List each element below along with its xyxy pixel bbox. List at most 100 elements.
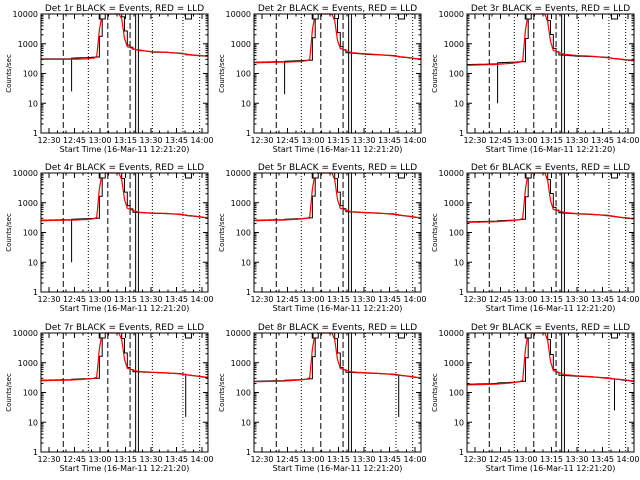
x-tick-label: 13:45 — [378, 295, 401, 304]
x-tick-label: 12:30 — [463, 455, 486, 464]
y-tick-label: 10000 — [226, 329, 251, 338]
y-tick-label: 10000 — [439, 10, 464, 19]
y-tick-label: 10000 — [13, 169, 38, 178]
x-tick-label: 13:45 — [165, 455, 188, 464]
y-tick-label: 10000 — [226, 169, 251, 178]
y-tick-label: 10 — [28, 258, 38, 267]
y-tick-label: 10 — [28, 99, 38, 108]
x-tick-label: 13:00 — [88, 455, 111, 464]
top-marker — [185, 332, 193, 339]
y-tick-label: 1000 — [444, 359, 464, 368]
x-tick-label: 13:00 — [301, 455, 324, 464]
y-axis-label: Counts/sec — [218, 54, 226, 93]
x-tick-label: 12:45 — [489, 295, 512, 304]
x-tick-label: 13:45 — [165, 136, 188, 145]
x-axis-label: Start Time (16-Mar-11 12:21:20) — [486, 464, 616, 473]
top-marker — [398, 13, 406, 20]
y-tick-label: 1 — [459, 288, 464, 297]
top-marker — [611, 172, 619, 179]
panel-7: Det 7r BLACK = Events, RED = LLD 1 10 100 10… — [5, 323, 214, 473]
panel-5: Det 5r BLACK = Events, RED = LLD 1 10 100 10… — [218, 163, 427, 313]
x-tick-label: 13:00 — [514, 295, 537, 304]
x-tick-label: 13:15 — [114, 136, 137, 145]
series-line-lld — [40, 332, 208, 382]
y-tick-label: 1 — [459, 448, 464, 457]
y-tick-label: 10 — [241, 258, 251, 267]
x-tick-label: 13:15 — [540, 455, 563, 464]
y-tick-label: 1 — [246, 288, 251, 297]
y-tick-label: 10 — [454, 258, 464, 267]
panel-3: Det 3r BLACK = Events, RED = LLD 1 10 100 10… — [431, 4, 640, 154]
top-marker — [398, 172, 406, 179]
x-tick-label: 13:15 — [540, 295, 563, 304]
y-tick-label: 1000 — [231, 199, 251, 208]
x-tick-label: 14:00 — [403, 295, 426, 304]
panel-9: Det 9r BLACK = Events, RED = LLD 1 10 100 10… — [431, 323, 640, 473]
x-tick-label: 12:30 — [37, 455, 60, 464]
y-tick-label: 1000 — [231, 359, 251, 368]
series-line-lld — [253, 172, 421, 222]
y-tick-label: 1000 — [18, 40, 38, 49]
y-tick-label: 10000 — [13, 10, 38, 19]
series-line-events — [41, 13, 208, 92]
panel-1: Det 1r BLACK = Events, RED = LLD 1 10 100 10… — [5, 4, 214, 154]
y-tick-label: 100 — [449, 389, 464, 398]
x-tick-label: 13:00 — [88, 295, 111, 304]
x-axis-label: Start Time (16-Mar-11 12:21:20) — [273, 464, 403, 473]
top-marker — [185, 13, 193, 20]
x-axis-label: Start Time (16-Mar-11 12:21:20) — [486, 304, 616, 313]
x-axis-label: Start Time (16-Mar-11 12:21:20) — [273, 304, 403, 313]
x-tick-label: 14:00 — [403, 136, 426, 145]
panel-title: Det 3r BLACK = Events, RED = LLD — [471, 4, 630, 14]
x-tick-label: 13:30 — [565, 295, 588, 304]
x-tick-label: 12:30 — [37, 295, 60, 304]
y-tick-label: 1 — [33, 448, 38, 457]
panel-title: Det 8r BLACK = Events, RED = LLD — [258, 323, 417, 333]
x-tick-label: 12:30 — [37, 136, 60, 145]
y-tick-label: 100 — [236, 229, 251, 238]
x-tick-label: 12:45 — [276, 136, 299, 145]
panel-title: Det 5r BLACK = Events, RED = LLD — [258, 163, 417, 173]
y-axis-label: Counts/sec — [431, 213, 439, 252]
panel-title: Det 9r BLACK = Events, RED = LLD — [471, 323, 630, 333]
x-tick-label: 12:30 — [250, 295, 273, 304]
y-axis-label: Counts/sec — [431, 54, 439, 93]
y-tick-label: 1000 — [231, 40, 251, 49]
x-tick-label: 13:00 — [88, 136, 111, 145]
x-tick-label: 14:00 — [403, 455, 426, 464]
x-tick-label: 12:45 — [63, 455, 86, 464]
y-axis-label: Counts/sec — [5, 213, 13, 252]
y-tick-label: 100 — [236, 389, 251, 398]
series-line-lld — [467, 172, 634, 223]
y-tick-label: 1 — [459, 129, 464, 138]
y-tick-label: 10000 — [13, 329, 38, 338]
y-axis-label: Counts/sec — [5, 54, 13, 93]
x-tick-label: 14:00 — [616, 295, 639, 304]
x-tick-label: 12:45 — [489, 455, 512, 464]
x-tick-label: 13:30 — [139, 455, 162, 464]
x-tick-label: 12:30 — [250, 455, 273, 464]
x-tick-label: 13:30 — [352, 455, 375, 464]
y-tick-label: 10000 — [439, 329, 464, 338]
x-axis-label: Start Time (16-Mar-11 12:21:20) — [60, 464, 190, 473]
panel-2: Det 2r BLACK = Events, RED = LLD 1 10 100 10… — [218, 4, 427, 154]
y-tick-label: 100 — [23, 389, 38, 398]
x-tick-label: 12:30 — [463, 136, 486, 145]
x-tick-label: 12:45 — [276, 455, 299, 464]
x-tick-label: 13:45 — [591, 136, 614, 145]
series-line-lld — [41, 13, 208, 60]
x-tick-label: 14:00 — [616, 455, 639, 464]
panel-4: Det 4r BLACK = Events, RED = LLD 1 10 100 10… — [5, 163, 214, 313]
panel-title: Det 1r BLACK = Events, RED = LLD — [45, 4, 204, 14]
x-tick-label: 13:45 — [378, 455, 401, 464]
y-tick-label: 1000 — [18, 199, 38, 208]
y-tick-label: 100 — [23, 229, 38, 238]
x-axis-label: Start Time (16-Mar-11 12:21:20) — [273, 145, 403, 154]
top-marker — [185, 172, 193, 179]
x-tick-label: 13:00 — [301, 295, 324, 304]
y-tick-label: 10000 — [226, 10, 251, 19]
x-tick-label: 12:45 — [63, 136, 86, 145]
x-tick-label: 13:30 — [352, 136, 375, 145]
x-tick-label: 12:45 — [489, 136, 512, 145]
